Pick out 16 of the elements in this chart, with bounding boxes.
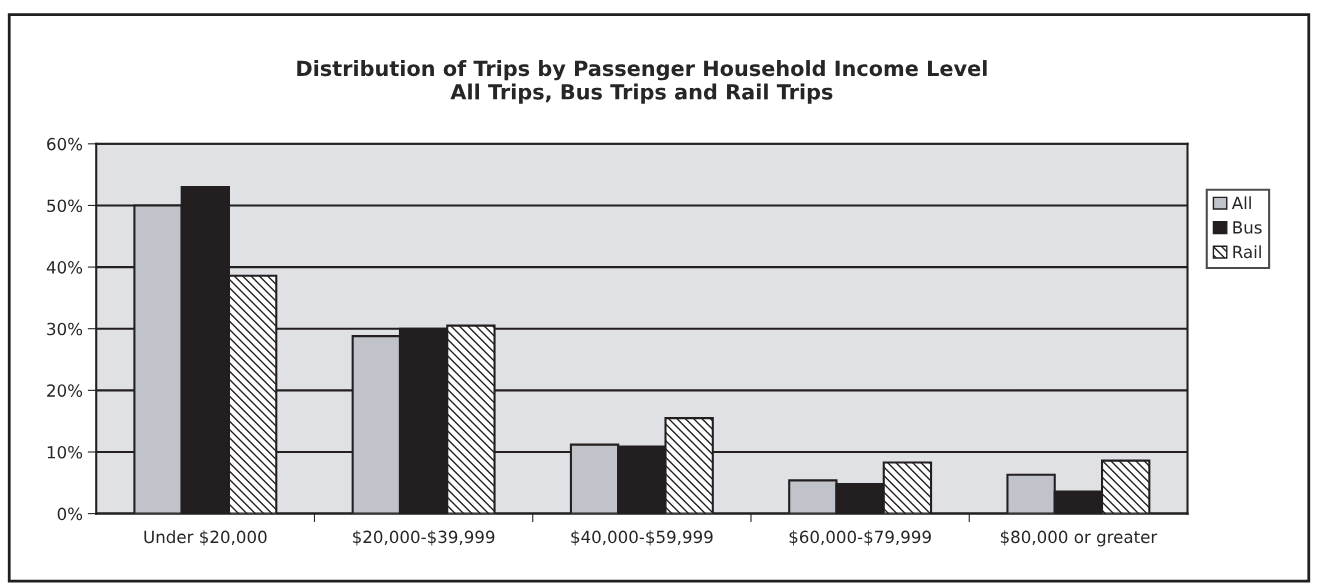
- y-tick-label: 50%: [47, 199, 83, 213]
- y-tick-label: 10%: [47, 445, 83, 459]
- y-tick-label: 60%: [47, 137, 83, 151]
- legend-label: Bus: [1233, 221, 1262, 234]
- x-tick-label: $60,000-$79,999: [789, 530, 931, 546]
- y-tick-label: 30%: [47, 322, 83, 336]
- x-tick-label: Under $20,000: [144, 530, 267, 546]
- y-tick-label: 20%: [47, 384, 83, 397]
- x-tick-label: $80,000 or greater: [1000, 530, 1158, 547]
- legend-label: All: [1231, 196, 1251, 210]
- x-tick-label: $20,000-$39,999: [353, 530, 495, 546]
- y-tick-label: 40%: [46, 261, 83, 274]
- x-tick-label: $40,000-$59,999: [571, 530, 713, 546]
- legend-label: Rail: [1233, 245, 1261, 259]
- chart-title: Distribution of Trips by Passenger Household Income Level All Trips, Bus Trips and Rail Trips: [297, 60, 987, 104]
- y-tick-label: 0%: [57, 507, 83, 521]
